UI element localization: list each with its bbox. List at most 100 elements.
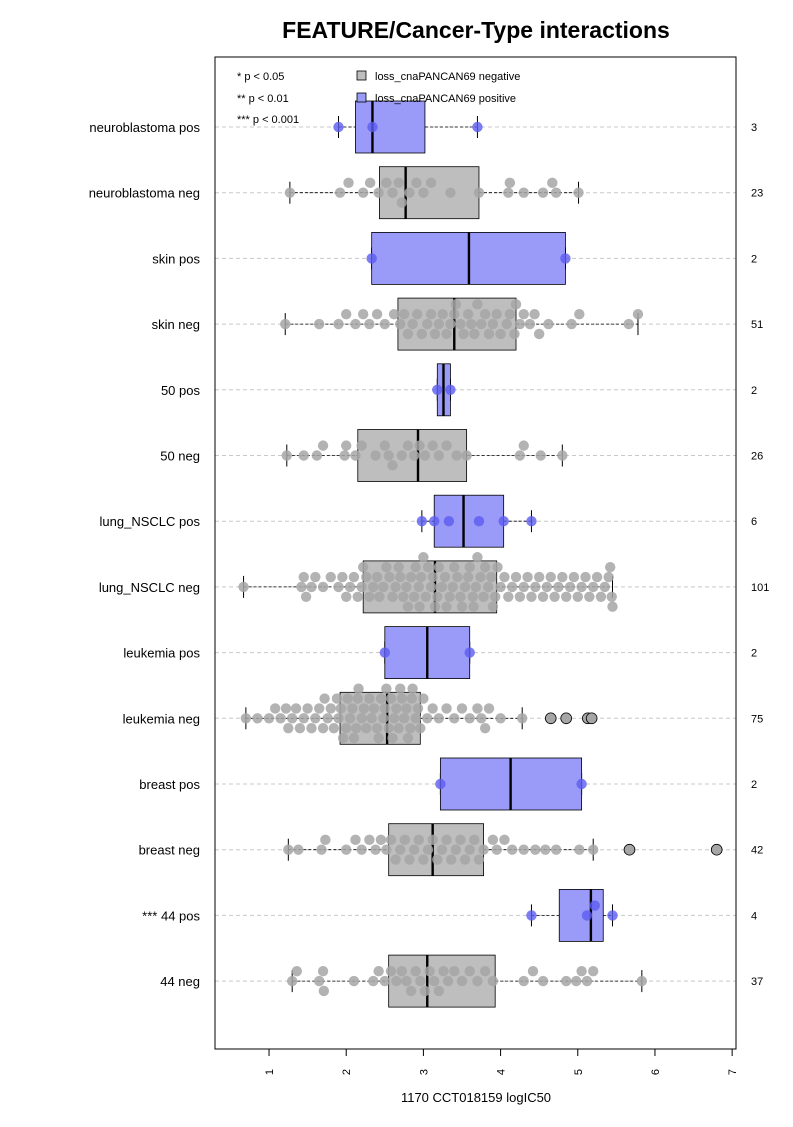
data-point [419,985,431,997]
data-point [420,591,431,602]
data-point [422,561,434,573]
data-point [395,318,406,330]
data-point [557,571,568,583]
data-point [238,581,249,593]
data-point [479,309,491,320]
data-point [407,318,418,330]
data-point [429,516,440,527]
data-point [576,966,587,977]
data-point [476,713,487,724]
data-point [469,834,480,846]
data-point [317,966,329,977]
group-n-label: 2 [751,253,757,265]
data-point [479,722,491,734]
data-point [415,571,427,583]
data-point [366,713,377,724]
data-point [478,591,489,602]
data-point [395,844,406,855]
data-point [334,187,346,198]
data-point [535,450,546,461]
group-n-label: 3 [751,122,757,134]
data-point [370,844,381,855]
data-point [489,591,501,602]
data-point [441,440,452,451]
data-point [522,571,533,583]
data-point [404,187,415,198]
group-n-label: 2 [751,779,757,791]
data-point [310,571,321,583]
data-point [361,571,372,583]
data-point [456,975,468,987]
data-point [464,966,475,977]
group-label: skin neg [152,317,200,332]
data-point [390,854,401,865]
data-point [348,571,360,583]
data-point [364,834,375,846]
data-point [533,328,545,340]
data-point [486,571,497,583]
data-point [281,450,292,461]
data-point [550,844,562,855]
data-point [364,318,375,330]
data-point [404,854,415,865]
data-point [487,975,499,987]
data-point [445,187,456,198]
data-point [462,309,474,320]
data-point [445,854,457,865]
data-point [518,844,529,855]
group-label: *** 44 pos [142,908,200,923]
data-point [381,844,392,855]
data-point [371,722,383,734]
data-point [357,561,369,573]
data-point [476,318,487,330]
data-point [402,328,414,340]
data-point [387,732,398,744]
data-point [506,844,518,855]
data-point [240,713,252,724]
group-label: neuroblastoma pos [89,120,200,135]
data-point [478,844,489,855]
group-n-label: 26 [751,451,763,463]
data-point [606,591,617,602]
data-point [411,177,422,189]
data-point [441,601,452,612]
data-point [414,440,425,451]
data-point [456,601,468,612]
data-point [361,722,372,734]
data-point [540,844,551,855]
data-point [381,561,392,573]
data-point [333,713,344,724]
data-point [294,722,306,734]
data-point [316,844,327,855]
data-point [252,713,263,724]
group-n-label: 75 [751,713,763,725]
data-point [314,975,325,987]
data-point [553,581,564,593]
data-point [373,732,384,744]
data-point [367,121,378,133]
data-point [495,581,506,593]
data-point [464,844,475,855]
data-point [470,581,482,593]
data-point [604,561,616,573]
data-point [341,844,352,855]
data-point [395,683,406,694]
data-point [344,581,356,593]
data-point [337,732,349,744]
data-point [351,722,362,734]
data-point [533,571,545,583]
data-point [364,177,376,189]
legend: * p < 0.05 ** p < 0.01 *** p < 0.001 los… [237,70,520,126]
data-point [413,834,424,846]
group-n-label: 23 [751,188,763,200]
data-point [328,722,340,734]
data-point [449,561,460,573]
data-point [537,591,549,602]
data-point [357,309,369,320]
group-n-label: 101 [751,582,769,594]
data-point [368,703,380,714]
x-tick-label: 5 [573,1069,585,1075]
data-point [456,703,468,714]
data-point [632,309,644,320]
data-point [280,318,291,330]
